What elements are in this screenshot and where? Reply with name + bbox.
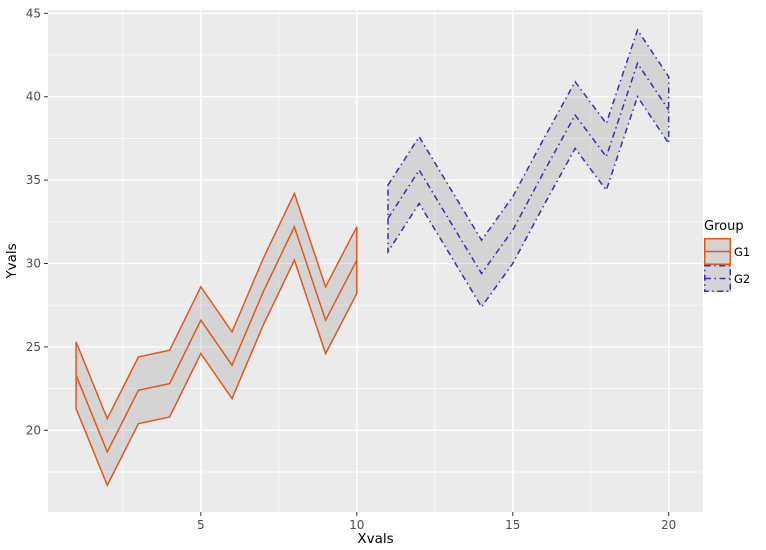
legend-entry-g1: G1 <box>704 238 750 265</box>
ribbon-g1 <box>75 191 358 488</box>
series-g2 <box>387 28 670 309</box>
legend-label-g1: G1 <box>734 244 751 259</box>
svg-text:20: 20 <box>661 518 676 532</box>
major-gridlines <box>48 10 703 512</box>
legend-key-g1-icon <box>704 238 731 265</box>
minor-gridlines <box>48 10 703 512</box>
svg-text:40: 40 <box>26 90 41 104</box>
panel-background <box>48 10 703 512</box>
svg-text:5: 5 <box>197 518 205 532</box>
series-g1 <box>75 191 358 488</box>
axis-ticks <box>44 12 670 516</box>
svg-text:25: 25 <box>26 340 41 354</box>
svg-text:35: 35 <box>26 173 41 187</box>
x-tick-labels: 5 10 15 20 <box>197 518 676 532</box>
legend-key-border <box>704 265 731 292</box>
legend-label-g2: G2 <box>734 271 751 286</box>
legend-entry-g2: G2 <box>704 265 750 292</box>
svg-text:10: 10 <box>349 518 364 532</box>
ribbon-g2 <box>387 28 670 309</box>
svg-text:30: 30 <box>26 257 41 271</box>
svg-text:45: 45 <box>26 6 41 20</box>
y-tick-labels: 20 25 30 35 40 45 <box>26 6 41 437</box>
svg-text:15: 15 <box>505 518 520 532</box>
legend-key-border <box>704 238 731 265</box>
x-axis-title: Xvals <box>357 531 393 547</box>
y-axis-title: Yvals <box>4 243 20 279</box>
legend-key-g2-icon <box>704 265 731 292</box>
svg-text:20: 20 <box>26 423 41 437</box>
legend-title: Group <box>704 219 744 234</box>
center-line-g2 <box>387 61 670 275</box>
legend: Group G1 G2 <box>704 219 750 292</box>
center-line-g1 <box>75 224 358 454</box>
